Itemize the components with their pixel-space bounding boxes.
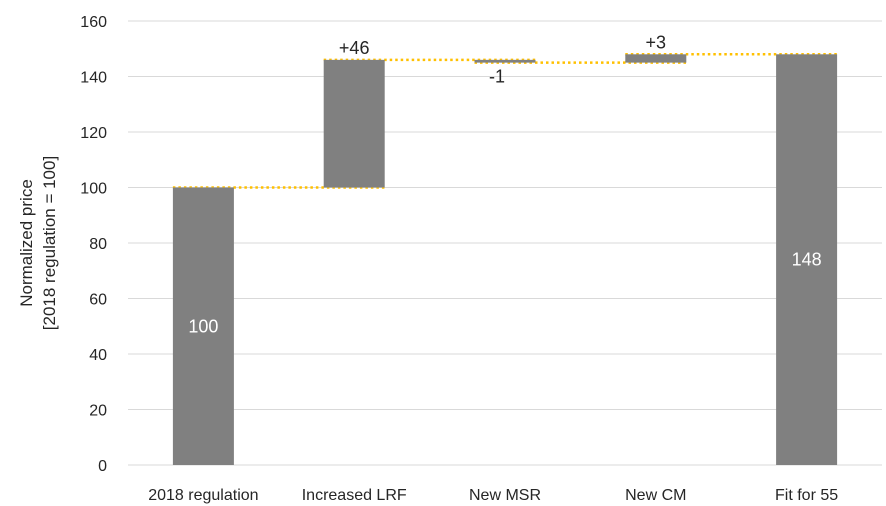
y-axis-ticks: 0 20 40 60 80 100 120 140 160 xyxy=(80,14,107,475)
y-tick-label: 140 xyxy=(80,70,107,87)
data-label: 100 xyxy=(188,316,218,336)
data-label: -1 xyxy=(489,67,505,87)
bar-new-msr xyxy=(474,59,536,63)
y-tick-label: 80 xyxy=(89,236,107,253)
bar-2018-regulation xyxy=(172,187,234,465)
y-tick-label: 160 xyxy=(80,14,107,31)
y-tick-label: 60 xyxy=(89,292,107,309)
bar-increased-lrf xyxy=(323,59,385,188)
y-tick-label: 120 xyxy=(80,125,107,142)
data-label: +46 xyxy=(339,38,370,58)
y-tick-label: 40 xyxy=(89,347,107,364)
y-tick-label: 0 xyxy=(98,458,107,475)
bar-fit-for-55 xyxy=(776,54,838,466)
x-category-label: New MSR xyxy=(469,487,541,504)
y-tick-label: 100 xyxy=(80,181,107,198)
data-label: 148 xyxy=(792,250,822,270)
bar-new-cm xyxy=(625,54,687,63)
bars xyxy=(172,54,838,466)
gridlines xyxy=(128,20,882,466)
y-axis-title-line1: Normalized price xyxy=(17,179,36,307)
x-category-label: 2018 regulation xyxy=(148,487,258,504)
data-labels: 100 +46 -1 +3 148 xyxy=(188,32,821,336)
x-axis-categories: 2018 regulation Increased LRF New MSR New C… xyxy=(148,487,838,504)
y-axis-title-line2: [2018 regulation = 100] xyxy=(40,156,59,330)
x-category-label: New CM xyxy=(625,487,686,504)
x-category-label: Increased LRF xyxy=(302,487,407,504)
y-tick-label: 20 xyxy=(89,403,107,420)
data-label: +3 xyxy=(646,32,667,52)
x-category-label: Fit for 55 xyxy=(775,487,838,504)
